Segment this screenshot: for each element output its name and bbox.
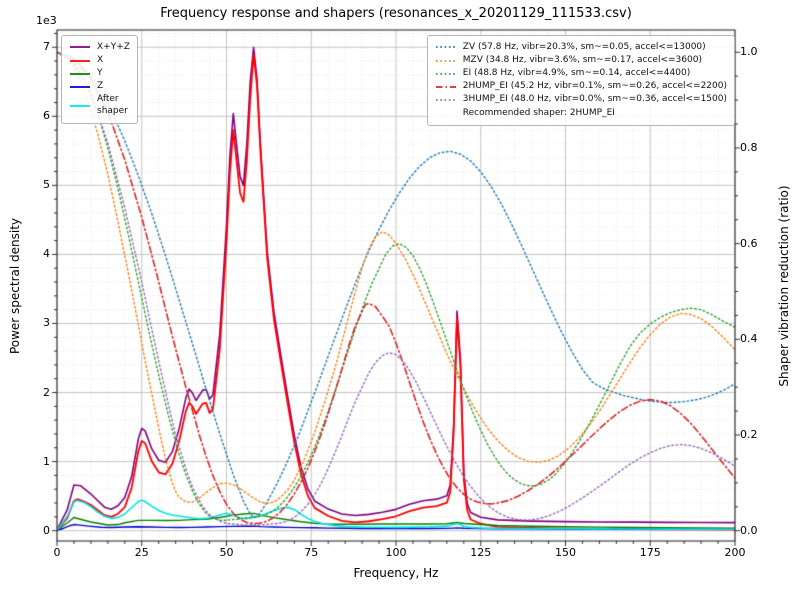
- tick-label: 50: [219, 546, 234, 559]
- tick-label: 0.0: [740, 523, 758, 537]
- y-axis-label-left: Power spectral density: [8, 217, 22, 355]
- chart-title: Frequency response and shapers (resonanc…: [160, 6, 632, 21]
- legend-item: EI (48.8 Hz, vibr=4.9%, sm~=0.14, accel<…: [435, 68, 727, 80]
- legend-label: EI (48.8 Hz, vibr=4.9%, sm~=0.14, accel<…: [462, 67, 691, 78]
- tick-label: 0: [53, 546, 61, 559]
- tick-label: 0.8: [740, 140, 758, 154]
- tick-label: 3: [43, 316, 50, 330]
- tick-label: 1: [43, 454, 50, 468]
- tick-label: 2: [43, 385, 50, 399]
- legend-item: 2HUMP_EI (45.2 Hz, vibr=0.1%, sm~=0.26, …: [435, 81, 727, 93]
- legend-label: After shaper: [97, 94, 128, 116]
- tick-label: 200: [724, 546, 746, 559]
- tick-label: 5: [43, 178, 50, 192]
- legend-item: After shaper: [69, 94, 130, 117]
- legend-item: Y: [69, 68, 130, 80]
- legend-label: X: [97, 54, 104, 65]
- legend-line-swatch: [70, 46, 90, 49]
- tick-label: 25: [134, 546, 149, 559]
- tick-label: 175: [639, 546, 661, 559]
- legend-item: X: [69, 55, 130, 67]
- tick-label: 75: [304, 546, 319, 559]
- legend-line-swatch: [435, 72, 456, 75]
- tick-label: 1.0: [740, 45, 758, 59]
- tick-label: 4: [43, 247, 50, 261]
- legend-line-swatch: [435, 99, 456, 101]
- tick-label: 0.6: [740, 236, 758, 250]
- legend-line-swatch: [435, 46, 456, 49]
- legend-label: Y: [97, 67, 103, 78]
- legend-label: MZV (34.8 Hz, vibr=3.6%, sm~=0.17, accel…: [462, 54, 702, 65]
- legend-item: 3HUMP_EI (48.0 Hz, vibr=0.0%, sm~=0.36, …: [435, 94, 727, 106]
- legend-label: 2HUMP_EI (45.2 Hz, vibr=0.1%, sm~=0.26, …: [462, 81, 727, 92]
- legend-line-swatch: [70, 59, 90, 62]
- legend-item: Z: [69, 81, 130, 93]
- tick-label: 0: [43, 523, 50, 537]
- legend-label: 3HUMP_EI (48.0 Hz, vibr=0.0%, sm~=0.36, …: [462, 94, 727, 105]
- legend-label: X+Y+Z: [97, 41, 130, 52]
- legend-line-swatch: [435, 86, 456, 88]
- tick-label: 0.4: [740, 332, 758, 346]
- legend-item: ZV (57.8 Hz, vibr=20.3%, sm~=0.05, accel…: [435, 42, 727, 54]
- y-axis-offset-text: 1e3: [36, 14, 57, 27]
- shaper-legend: ZV (57.8 Hz, vibr=20.3%, sm~=0.05, accel…: [426, 35, 735, 126]
- y-axis-label-right: Shaper vibration reduction (ratio): [777, 185, 791, 387]
- legend-label: ZV (57.8 Hz, vibr=20.3%, sm~=0.05, accel…: [462, 41, 706, 52]
- legend-label: Z: [97, 81, 104, 92]
- legend-line-swatch: [435, 59, 456, 62]
- tick-label: 150: [555, 546, 576, 559]
- psd-legend: X+Y+Z X Y Z After shaper: [61, 35, 138, 125]
- recommended-shaper-note: Recommended shaper: 2HUMP_EI: [462, 107, 615, 118]
- legend-item: X+Y+Z: [69, 42, 130, 54]
- legend-line-swatch: [70, 105, 90, 107]
- tick-label: 100: [385, 546, 407, 559]
- tick-label: 125: [470, 546, 492, 559]
- x-axis-label: Frequency, Hz: [353, 566, 439, 580]
- legend-item: MZV (34.8 Hz, vibr=3.6%, sm~=0.17, accel…: [435, 55, 727, 67]
- legend-line-swatch: [70, 86, 90, 88]
- tick-label: 6: [43, 109, 50, 123]
- tick-label: 7: [43, 40, 50, 54]
- legend-line-swatch: [70, 72, 90, 75]
- tick-label: 0.2: [740, 428, 758, 442]
